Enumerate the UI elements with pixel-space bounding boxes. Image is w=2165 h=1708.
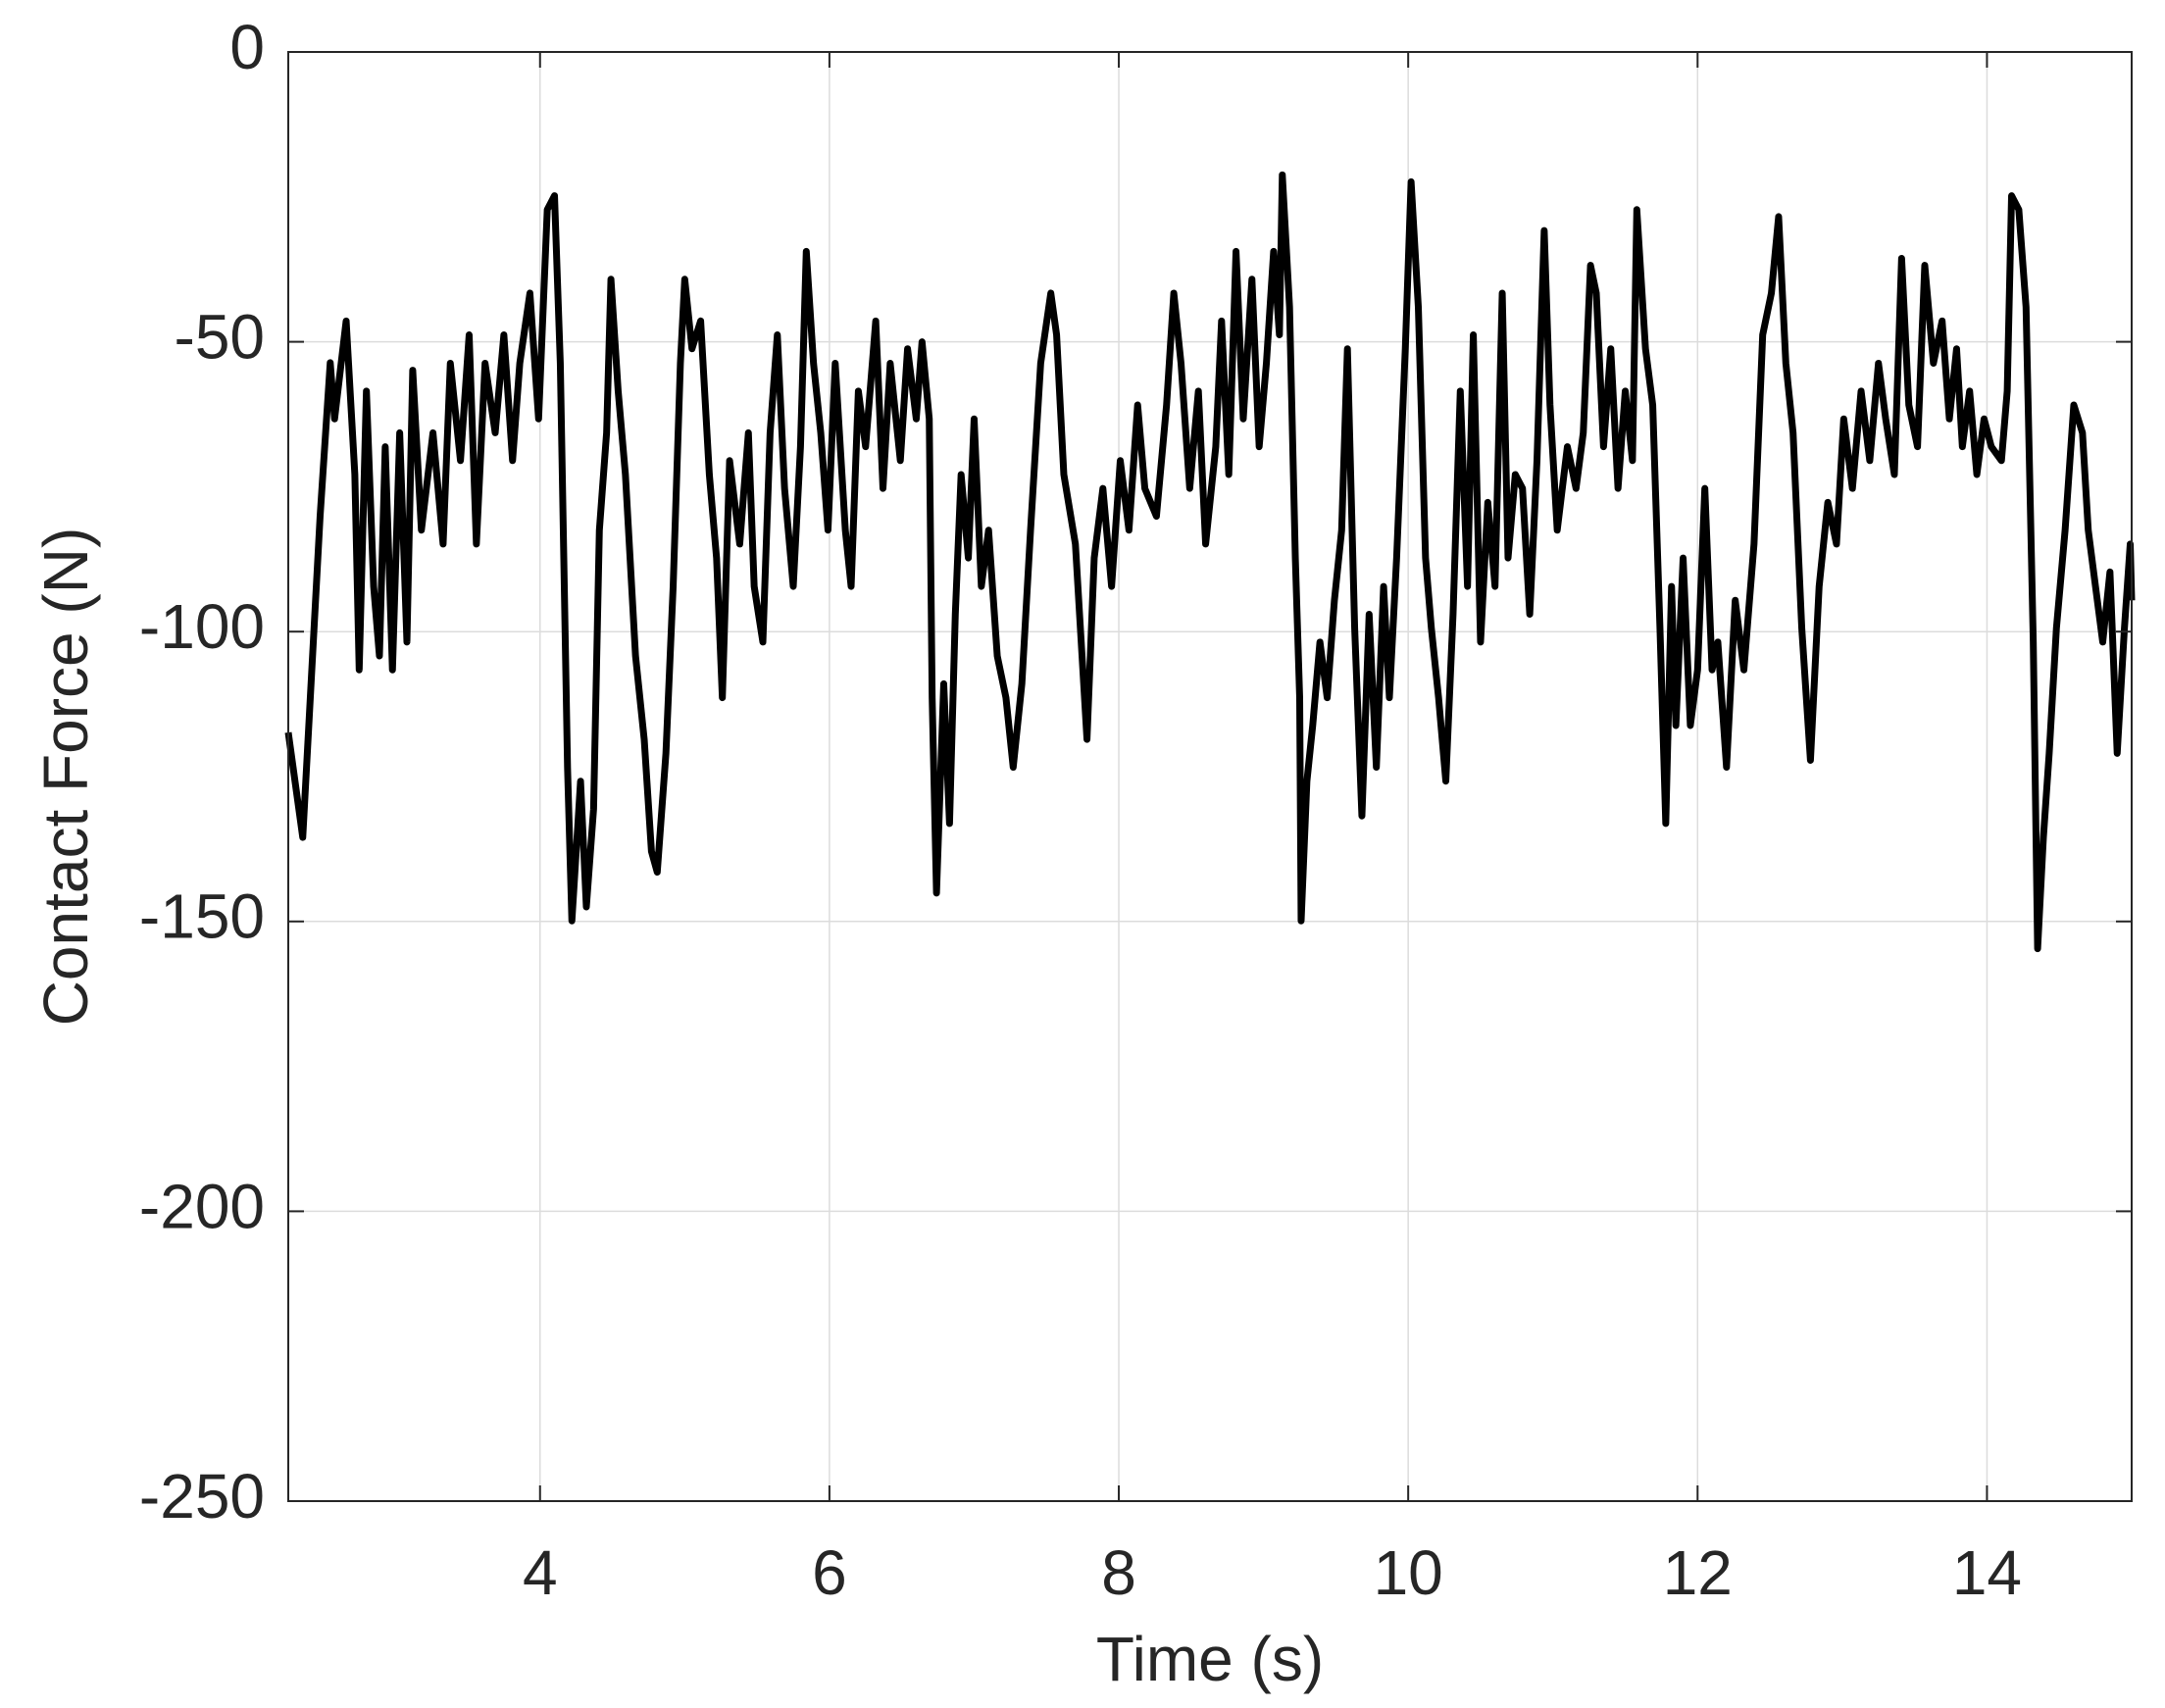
y-tick-label: -50 [175,302,266,373]
x-tick-label: 8 [1101,1537,1136,1608]
x-tick-label: 10 [1374,1537,1443,1608]
data-line [284,171,2136,953]
x-tick-label: 6 [812,1537,847,1608]
plot-area [284,171,2136,953]
x-tick-label: 4 [523,1537,558,1608]
axes-box [287,51,2133,1502]
y-tick-label: 0 [229,12,265,82]
y-tick-label: -250 [139,1461,265,1532]
y-tick-label: -100 [139,591,265,662]
y-tick-label: -150 [139,881,265,952]
y-tick-label: -200 [139,1171,265,1241]
y-axis-label: Contact Force (N) [30,527,101,1027]
x-axis-label: Time (s) [1096,1624,1324,1694]
x-tick-label: 14 [1952,1537,2022,1608]
x-tick-label: 12 [1663,1537,1733,1608]
